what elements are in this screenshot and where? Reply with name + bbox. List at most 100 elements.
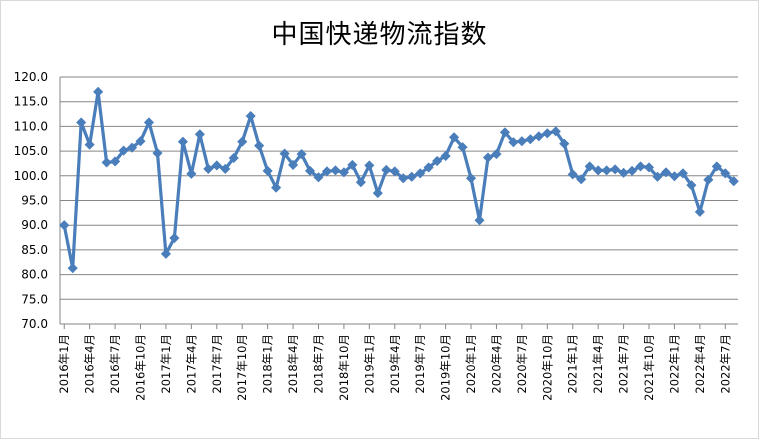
x-tick-label: 2022年7月: [718, 334, 732, 394]
y-tick-label: 120.0: [14, 70, 48, 84]
y-tick-label: 85.0: [21, 243, 48, 257]
x-tick-label: 2022年1月: [667, 334, 681, 394]
x-tick-label: 2022年4月: [693, 334, 707, 394]
data-point-marker: [262, 165, 273, 177]
data-point-marker: [211, 160, 222, 171]
x-tick-label: 2019年4月: [388, 334, 402, 394]
x-tick-label: 2016年4月: [83, 334, 97, 394]
data-point-marker: [279, 148, 290, 159]
data-point-marker: [559, 138, 570, 149]
data-point-marker: [440, 150, 451, 162]
x-tick-label: 2018年4月: [286, 334, 300, 394]
data-point-marker: [643, 162, 655, 173]
series-index: [59, 86, 739, 274]
data-point-marker: [92, 86, 104, 97]
x-tick-label: 2017年4月: [184, 334, 198, 394]
data-point-marker: [550, 126, 561, 137]
data-point-marker: [186, 168, 197, 179]
x-tick-label: 2021年10月: [642, 334, 656, 401]
x-tick-label: 2017年10月: [235, 334, 249, 401]
data-point-marker: [669, 171, 680, 182]
data-point-marker: [245, 110, 256, 122]
data-point-marker: [618, 167, 629, 178]
data-point-marker: [686, 180, 697, 191]
x-tick-label: 2016年1月: [57, 334, 71, 394]
data-point-marker: [118, 145, 129, 156]
data-point-marker: [220, 163, 231, 175]
data-point-marker: [237, 136, 248, 147]
y-tick-label: 95.0: [21, 194, 48, 208]
data-point-marker: [203, 163, 214, 175]
data-point-marker: [406, 171, 417, 182]
x-tick-label: 2017年7月: [210, 334, 224, 394]
data-point-marker: [84, 139, 95, 150]
data-point-marker: [626, 165, 638, 177]
data-point-marker: [169, 232, 180, 244]
y-tick-label: 115.0: [14, 95, 48, 109]
data-point-marker: [296, 148, 307, 160]
data-point-marker: [508, 137, 519, 148]
x-tick-label: 2017年1月: [159, 334, 173, 394]
data-point-marker: [533, 131, 544, 142]
x-tick-label: 2021年4月: [591, 334, 605, 394]
data-point-marker: [398, 173, 409, 184]
data-point-marker: [711, 161, 722, 172]
data-point-marker: [177, 136, 189, 147]
x-tick-label: 2018年1月: [261, 334, 275, 394]
data-point-marker: [482, 152, 494, 163]
data-point-marker: [347, 159, 358, 171]
data-point-marker: [389, 166, 400, 177]
data-point-marker: [101, 157, 112, 168]
y-tick-label: 75.0: [21, 292, 48, 306]
data-point-marker: [228, 152, 239, 164]
data-point-marker: [423, 162, 434, 173]
data-point-marker: [431, 155, 443, 167]
data-point-marker: [660, 167, 672, 178]
data-point-marker: [160, 248, 172, 260]
y-tick-label: 80.0: [21, 268, 48, 282]
data-point-marker: [304, 165, 316, 177]
series-line: [62, 90, 735, 270]
data-point-marker: [126, 142, 138, 153]
data-point-marker: [287, 159, 299, 171]
data-point-marker: [542, 128, 553, 139]
x-tick-label: 2018年7月: [311, 334, 325, 394]
data-point-marker: [593, 165, 604, 176]
x-tick-label: 2019年7月: [413, 334, 427, 394]
data-point-marker: [415, 168, 426, 179]
data-point-marker: [372, 187, 383, 199]
chart-title: 中国快递物流指数: [271, 20, 488, 50]
data-point-marker: [448, 132, 460, 143]
y-tick-label: 105.0: [14, 144, 48, 158]
y-tick-label: 90.0: [21, 218, 48, 232]
data-point-marker: [465, 173, 477, 184]
data-point-marker: [576, 174, 587, 185]
data-point-marker: [491, 148, 502, 160]
data-point-marker: [474, 215, 485, 226]
data-point-marker: [457, 141, 468, 153]
data-point-marker: [525, 134, 536, 145]
data-point-marker: [194, 129, 205, 140]
data-point-marker: [109, 156, 121, 167]
data-point-marker: [381, 164, 392, 176]
data-point-marker: [152, 147, 163, 159]
data-point-marker: [516, 136, 528, 147]
data-point-marker: [635, 161, 646, 172]
y-axis: 70.0 75.0 80.0 85.0 90.0 95.0 100.0 105.0 110.0 1…: [14, 70, 61, 331]
data-point-marker: [59, 220, 70, 231]
data-point-marker: [313, 172, 324, 183]
x-tick-label: 2020年7月: [515, 334, 529, 394]
data-point-marker: [567, 169, 578, 180]
data-point-marker: [728, 176, 739, 187]
x-axis: 2016年1月 2016年4月 2016年7月 2016年10月 2017年1月 2017…: [57, 324, 732, 401]
x-tick-label: 2016年7月: [108, 334, 122, 394]
data-point-marker: [703, 174, 714, 185]
y-tick-label: 100.0: [14, 169, 48, 183]
x-tick-label: 2020年4月: [489, 334, 503, 394]
x-tick-label: 2020年1月: [464, 334, 478, 394]
x-tick-label: 2019年10月: [439, 334, 453, 401]
x-tick-label: 2016年10月: [134, 334, 148, 401]
data-point-marker: [143, 117, 155, 128]
